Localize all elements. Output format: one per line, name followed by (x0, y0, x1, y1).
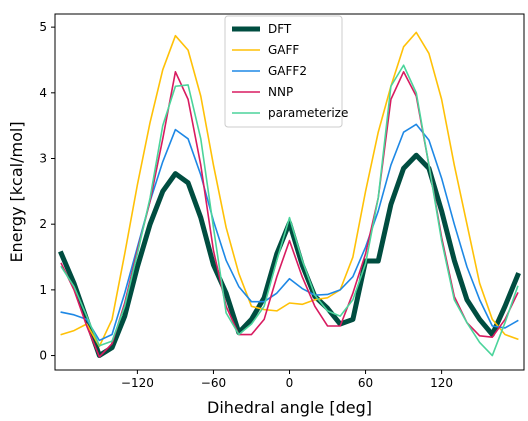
x-axis-ticks: −120 −60 0 60 120 (121, 370, 453, 390)
legend-label-gaff: GAFF (268, 43, 299, 57)
y-axis-label: Energy [kcal/mol] (7, 121, 26, 262)
series-line-gaff (60, 31, 519, 348)
legend-label-nnp: NNP (268, 85, 293, 99)
plot-lines (58, 31, 521, 359)
x-tick-label: 60 (358, 376, 373, 390)
legend-label-parameterize: parameterize (268, 106, 348, 120)
y-tick-label: 2 (39, 217, 47, 231)
y-tick-label: 4 (39, 86, 47, 100)
legend-label-dft: DFT (268, 22, 292, 36)
x-tick-label: −60 (201, 376, 226, 390)
series-line-dft (58, 152, 521, 359)
legend: DFT GAFF GAFF2 NNP parameterize (224, 15, 348, 128)
x-axis-label: Dihedral angle [deg] (207, 398, 372, 417)
y-tick-label: 5 (39, 20, 47, 34)
y-tick-label: 1 (39, 283, 47, 297)
series-line-parameterize (60, 64, 519, 357)
legend-box (224, 15, 343, 128)
y-tick-label: 0 (39, 349, 47, 363)
y-tick-label: 3 (39, 152, 47, 166)
y-axis-ticks: 0 1 2 3 4 5 (39, 20, 55, 363)
x-tick-label: 0 (286, 376, 294, 390)
x-tick-label: −120 (121, 376, 154, 390)
series-line-gaff2 (60, 123, 519, 342)
x-tick-label: 120 (430, 376, 453, 390)
legend-label-gaff2: GAFF2 (268, 64, 307, 78)
